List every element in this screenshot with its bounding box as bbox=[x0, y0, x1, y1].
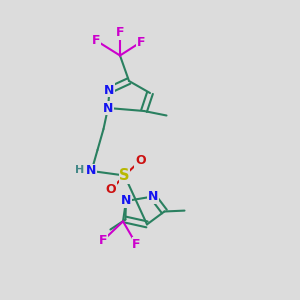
Text: F: F bbox=[99, 233, 108, 247]
Text: H: H bbox=[75, 165, 84, 175]
Text: F: F bbox=[132, 238, 141, 251]
Text: F: F bbox=[92, 34, 100, 47]
Text: N: N bbox=[86, 164, 97, 178]
Text: F: F bbox=[116, 26, 124, 40]
Text: N: N bbox=[148, 190, 158, 203]
Text: N: N bbox=[121, 194, 131, 208]
Text: N: N bbox=[103, 101, 113, 115]
Text: N: N bbox=[104, 83, 115, 97]
Text: O: O bbox=[106, 183, 116, 196]
Text: O: O bbox=[135, 154, 146, 167]
Text: S: S bbox=[119, 168, 130, 183]
Text: F: F bbox=[137, 35, 145, 49]
